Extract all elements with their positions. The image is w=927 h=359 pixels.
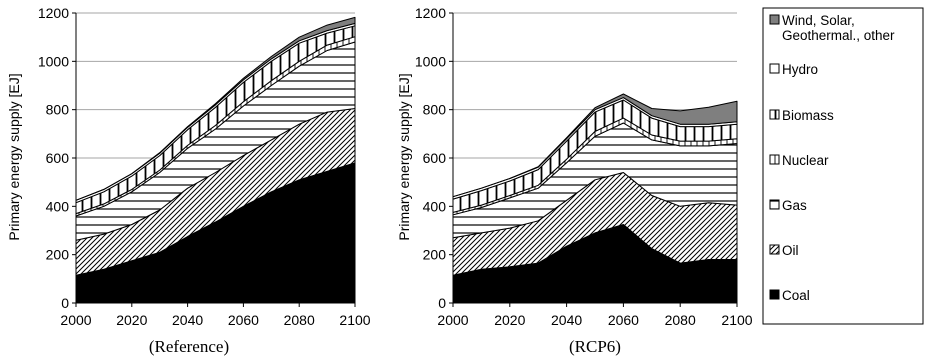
x-tick-label: 2020 <box>116 312 147 328</box>
y-tick-label: 0 <box>438 295 446 311</box>
legend-item-hydro: Hydro <box>769 62 818 77</box>
x-tick-label: 2080 <box>284 312 315 328</box>
y-tick-label: 600 <box>423 150 447 166</box>
legend-item-nuclear: Nuclear <box>769 153 829 168</box>
legend: Wind, Solar,Geothermal., other Hydro Bioma… <box>762 7 924 325</box>
y-tick-label: 600 <box>46 150 70 166</box>
legend-swatch <box>769 289 780 300</box>
legend-swatch <box>769 199 780 210</box>
reference-panel: 0 200 400 600 800 1000 1200 2000 2020 2040 2060 208… <box>6 5 371 356</box>
panel-caption-rcp6: (RCP6) <box>569 337 621 356</box>
y-tick-label: 400 <box>46 198 70 214</box>
area-renewables <box>452 93 738 198</box>
y-tick-label: 1000 <box>38 53 69 69</box>
stacked-areas <box>452 93 738 304</box>
stacked-areas <box>75 16 356 304</box>
legend-swatch <box>769 109 780 120</box>
legend-label: Biomass <box>782 108 834 123</box>
y-tick-label: 1000 <box>415 53 446 69</box>
legend-swatch <box>769 154 780 165</box>
legend-item-biomass: Biomass <box>769 108 834 123</box>
panel-caption-reference: (Reference) <box>149 337 229 356</box>
legend-swatch <box>769 244 780 255</box>
x-tick-label: 2040 <box>172 312 203 328</box>
y-axis-label: Primary energy supply [EJ] <box>6 73 22 240</box>
legend-frame <box>762 7 924 325</box>
legend-item-oil: Oil <box>769 243 799 258</box>
x-tick-label: 2100 <box>721 312 752 328</box>
y-axis-label: Primary energy supply [EJ] <box>396 73 412 240</box>
y-tick-label: 800 <box>46 102 70 118</box>
legend-label: Oil <box>782 243 799 258</box>
legend-label: Gas <box>782 198 807 213</box>
legend-item-coal: Coal <box>769 288 810 303</box>
y-tick-label: 800 <box>423 102 447 118</box>
legend-item-gas: Gas <box>769 198 807 213</box>
y-tick-label: 1200 <box>38 5 69 21</box>
legend-label: Coal <box>782 288 810 303</box>
legend-label: Hydro <box>782 62 818 77</box>
y-tick-label: 0 <box>61 295 69 311</box>
legend-item-renewables: Wind, Solar,Geothermal., other <box>769 13 895 43</box>
x-tick-label: 2040 <box>551 312 582 328</box>
axes: 0 200 400 600 800 1000 1200 2000 2020 2040 2060 208… <box>415 5 753 328</box>
x-tick-label: 2060 <box>228 312 259 328</box>
legend-swatch <box>769 14 780 25</box>
x-tick-label: 2020 <box>494 312 525 328</box>
x-tick-label: 2000 <box>437 312 468 328</box>
y-tick-label: 1200 <box>415 5 446 21</box>
axes: 0 200 400 600 800 1000 1200 2000 2020 2040 2060 208… <box>38 5 371 328</box>
area-renewables <box>75 16 356 201</box>
x-tick-label: 2000 <box>60 312 91 328</box>
legend-label: Nuclear <box>782 153 829 168</box>
legend-label: Geothermal., other <box>782 28 895 43</box>
x-tick-label: 2100 <box>339 312 370 328</box>
y-tick-label: 200 <box>423 247 447 263</box>
y-tick-label: 200 <box>46 247 70 263</box>
rcp6-panel: 0 200 400 600 800 1000 1200 2000 2020 2040 2060 208… <box>396 5 753 356</box>
legend-swatch <box>769 63 780 74</box>
y-tick-label: 400 <box>423 198 447 214</box>
x-tick-label: 2060 <box>608 312 639 328</box>
x-tick-label: 2080 <box>665 312 696 328</box>
legend-label: Wind, Solar, <box>782 13 855 28</box>
